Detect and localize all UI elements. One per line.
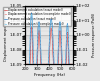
Legend: Displacement calculation (exact model), Displacement calculation (incomplete mod: Displacement calculation (exact model), …	[3, 7, 71, 26]
Y-axis label: Pressure response (Pa/N): Pressure response (Pa/N)	[92, 13, 96, 57]
X-axis label: Frequency (Hz): Frequency (Hz)	[34, 73, 65, 77]
Y-axis label: Displacement response (m/N): Displacement response (m/N)	[4, 9, 8, 61]
